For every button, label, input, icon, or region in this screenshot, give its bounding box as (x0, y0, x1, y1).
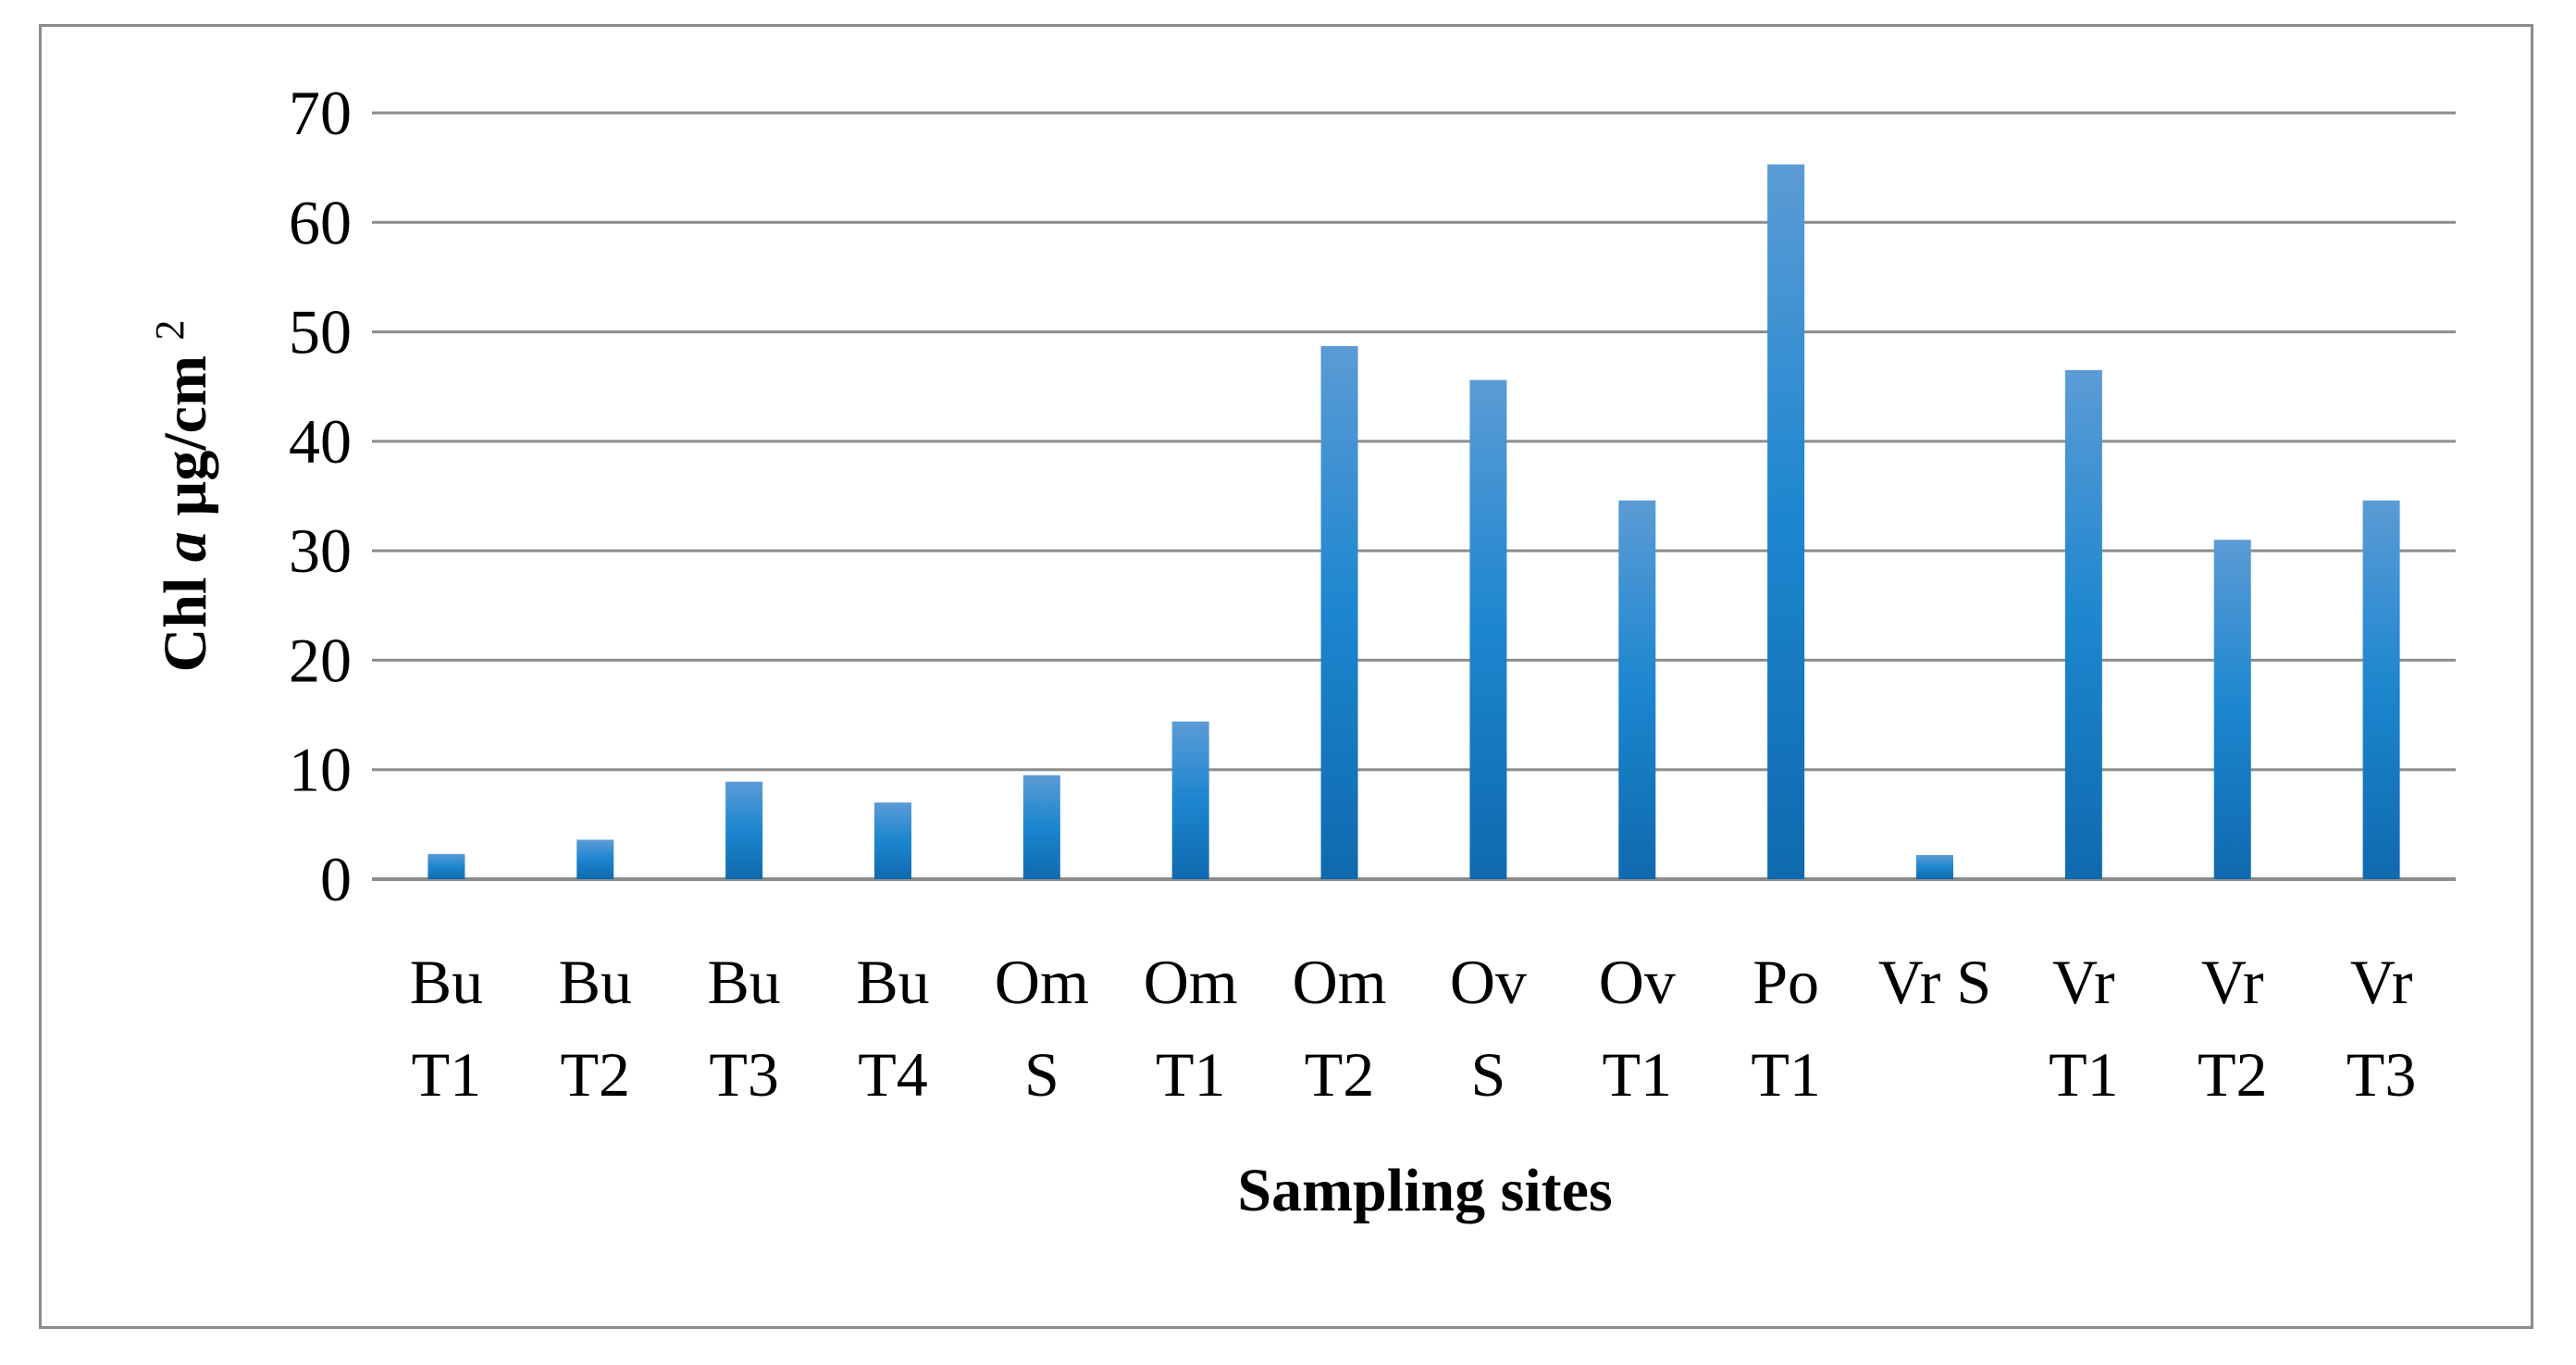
x-category-label: Ov T1 (1599, 947, 1676, 1110)
y-tick-label: 70 (289, 78, 352, 148)
bar (1469, 379, 1507, 879)
x-category-label-line: Om (995, 947, 1089, 1017)
x-category-label-line: Ov (1450, 947, 1527, 1017)
x-category-label: Bu T3 (707, 947, 780, 1110)
x-category-label-line: T1 (1751, 1039, 1821, 1110)
y-tick-label: 30 (289, 515, 352, 586)
y-axis-title-prefix: Chl (152, 562, 219, 672)
x-category-label-line: S (1024, 1039, 1059, 1110)
bar (725, 781, 763, 879)
x-category-label: Vr S (1878, 947, 1992, 1017)
x-category-label-line: T1 (1603, 1039, 1673, 1110)
x-category-label: Vr T3 (2347, 947, 2417, 1110)
x-category-label-line: T1 (1156, 1039, 1226, 1110)
gridlines (372, 111, 2456, 881)
x-category-label-line: Om (1144, 947, 1238, 1017)
y-axis-title: Chl a µg/cm 2 (147, 320, 220, 673)
x-category-label: Vr T2 (2198, 947, 2268, 1110)
x-category-label: Po T1 (1751, 947, 1821, 1110)
x-category-label: Om S (995, 947, 1089, 1110)
x-category-label: Om T1 (1144, 947, 1238, 1110)
x-category-label-line: T2 (561, 1039, 631, 1110)
x-category-label: Ov S (1450, 947, 1527, 1110)
x-category-label-line: T1 (2049, 1039, 2119, 1110)
bar (576, 839, 614, 879)
x-category-label-line: T3 (2347, 1039, 2417, 1110)
x-category-label: Vr T1 (2049, 947, 2119, 1110)
x-category-label-line: T1 (412, 1039, 482, 1110)
y-tick-label: 0 (320, 844, 352, 914)
x-category-label-line: T2 (1305, 1039, 1375, 1110)
x-category-label-line: T2 (2198, 1039, 2268, 1110)
bar (1916, 854, 1953, 879)
y-tick-label: 40 (289, 406, 352, 477)
bar (874, 802, 911, 879)
y-tick-label: 50 (289, 297, 352, 367)
x-category-label-line: S (1471, 1039, 1506, 1110)
x-category-label-line: Vr (2052, 947, 2115, 1017)
y-tick-label: 20 (289, 625, 352, 695)
bar (1320, 345, 1358, 879)
x-category-label: Bu T4 (856, 947, 929, 1110)
bar (2362, 500, 2400, 879)
bar (1022, 775, 1060, 879)
x-category-label-line: T4 (858, 1039, 928, 1110)
bar (2213, 540, 2251, 879)
x-category-label: Bu T2 (559, 947, 632, 1110)
bar (1618, 500, 1656, 879)
x-category-label-line: Om (1293, 947, 1387, 1017)
bars (427, 164, 2400, 879)
x-category-label-line: Ov (1599, 947, 1676, 1017)
x-category-label-line: Bu (856, 947, 929, 1017)
x-category-label-line: Bu (410, 947, 483, 1017)
x-category-label: Bu T1 (410, 947, 483, 1110)
x-category-label-line: T3 (709, 1039, 779, 1110)
chart-frame (39, 24, 2533, 1329)
x-category-label: Om T2 (1293, 947, 1387, 1110)
x-axis-title: Sampling sites (1237, 1157, 1612, 1224)
bar (427, 853, 465, 879)
y-tick-label: 60 (289, 187, 352, 257)
y-tick-labels: 0 10 20 30 40 50 60 70 (289, 78, 352, 914)
y-axis-title-unit: µg/cm (152, 355, 219, 516)
y-axis-title-italic: a (152, 531, 219, 562)
y-axis-title-superscript: 2 (147, 320, 192, 341)
bar (2064, 369, 2102, 879)
x-category-label-line: Vr S (1878, 947, 1992, 1017)
bar (1171, 721, 1209, 879)
x-category-label-line: Po (1752, 947, 1819, 1017)
x-category-label-line: Vr (2350, 947, 2413, 1017)
x-category-label-line: Bu (707, 947, 780, 1017)
bar (1767, 164, 1805, 879)
x-category-label-line: Vr (2201, 947, 2264, 1017)
x-category-label-line: Bu (559, 947, 632, 1017)
y-tick-label: 10 (289, 735, 352, 805)
